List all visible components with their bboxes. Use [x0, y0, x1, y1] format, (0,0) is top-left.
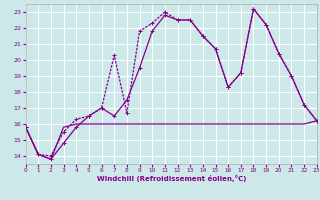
X-axis label: Windchill (Refroidissement éolien,°C): Windchill (Refroidissement éolien,°C) [97, 175, 246, 182]
